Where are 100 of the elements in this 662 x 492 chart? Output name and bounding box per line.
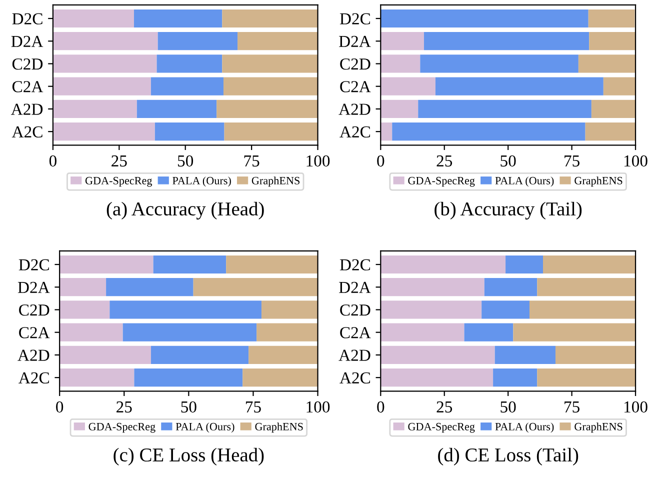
bar	[380, 77, 436, 96]
x-tick-label: 25	[116, 401, 132, 413]
bar	[134, 368, 243, 387]
text: (a) Accuracy (Head)	[106, 202, 264, 220]
text: (c) CE Loss (Head)	[114, 448, 264, 466]
bar	[193, 278, 318, 296]
y-tick-label: C2A	[340, 81, 371, 92]
y-tick-label: C2A	[340, 327, 371, 338]
bar	[261, 300, 318, 319]
y-tick-label: A2C	[340, 126, 370, 138]
x-tick-label: 100	[624, 401, 648, 413]
legend-label: PALA (Ours)	[176, 422, 234, 433]
bar	[380, 9, 588, 28]
x-tick-label: 25	[436, 401, 452, 413]
x-tick-label: 50	[500, 401, 516, 413]
bar	[154, 122, 224, 141]
legend-label: GDA-SpecReg	[88, 422, 156, 433]
bar	[543, 255, 636, 274]
bar	[222, 54, 318, 73]
bar	[494, 346, 556, 364]
y-tick-label: A2C	[340, 372, 370, 384]
bar	[156, 54, 222, 73]
x-tick-label: 50	[181, 401, 196, 413]
bar	[52, 54, 157, 73]
bar	[216, 100, 318, 118]
bar	[585, 122, 636, 141]
bar	[482, 300, 530, 319]
x-tick-label: 25	[112, 155, 127, 167]
bar	[60, 278, 106, 296]
legend-label: PALA (Ours)	[495, 176, 554, 187]
bar	[418, 100, 592, 118]
bar	[537, 278, 636, 296]
bar	[424, 32, 590, 50]
y-tick-label: C2D	[12, 58, 43, 70]
bar	[222, 9, 318, 28]
y-tick-label: D2C	[340, 259, 370, 270]
bar	[484, 278, 538, 296]
y-tick-label: C2A	[19, 327, 50, 338]
bar	[52, 122, 155, 141]
bar	[380, 278, 484, 296]
bar	[591, 100, 636, 118]
x-tick-label: 50	[500, 155, 516, 167]
bar	[110, 300, 262, 319]
x-tick-label: 25	[436, 155, 452, 167]
y-tick-label: A2D	[10, 104, 43, 115]
y-tick-label: A2D	[338, 350, 370, 361]
bar	[380, 122, 392, 141]
bar	[150, 77, 224, 96]
legend-label: GraphENS	[574, 422, 622, 433]
y-tick-label: A2D	[18, 350, 50, 361]
legend-label: GraphENS	[255, 422, 303, 433]
bar	[248, 346, 318, 364]
bar	[380, 32, 424, 50]
y-tick-label: C2D	[340, 58, 370, 70]
bar	[380, 255, 506, 274]
bar	[392, 122, 586, 141]
y-tick-label: C2D	[19, 304, 50, 316]
bar	[588, 9, 635, 28]
bar	[555, 346, 636, 364]
x-tick-label: 75	[244, 156, 260, 167]
x-tick-label: 75	[246, 402, 261, 413]
legend-label: GDA-SpecReg	[408, 176, 475, 187]
bar	[242, 368, 318, 387]
bar	[380, 323, 464, 342]
bar	[52, 77, 151, 96]
bar	[380, 54, 420, 73]
bar	[435, 77, 604, 96]
legend-label: PALA (Ours)	[495, 422, 554, 433]
y-tick-label: C2D	[340, 304, 370, 316]
x-tick-label: 75	[564, 402, 580, 413]
bar	[537, 368, 636, 387]
bar	[60, 346, 151, 364]
bar	[60, 368, 134, 387]
bar	[52, 100, 137, 118]
bar	[153, 255, 226, 274]
y-tick-label: A2D	[338, 104, 370, 115]
bar	[420, 54, 578, 73]
y-tick-label: D2C	[340, 13, 370, 24]
text: (d) CE Loss (Tail)	[438, 448, 578, 466]
bar	[603, 77, 636, 96]
y-tick-label: D2A	[339, 36, 371, 47]
legend-label: GraphENS	[574, 176, 622, 187]
bar	[60, 300, 110, 319]
bar	[380, 368, 494, 387]
bar	[238, 32, 318, 50]
x-tick-label: 100	[306, 401, 330, 413]
bar	[464, 323, 514, 342]
y-tick-label: D2A	[339, 282, 371, 293]
bar	[150, 346, 249, 364]
bar	[589, 32, 636, 50]
bar	[513, 323, 636, 342]
bar	[224, 122, 318, 141]
y-tick-label: C2A	[12, 81, 44, 92]
bar	[380, 300, 482, 319]
bar	[60, 323, 123, 342]
x-tick-label: 100	[624, 155, 648, 167]
bar	[52, 32, 158, 50]
bar	[493, 368, 538, 387]
bar	[136, 100, 217, 118]
bar	[529, 300, 636, 319]
